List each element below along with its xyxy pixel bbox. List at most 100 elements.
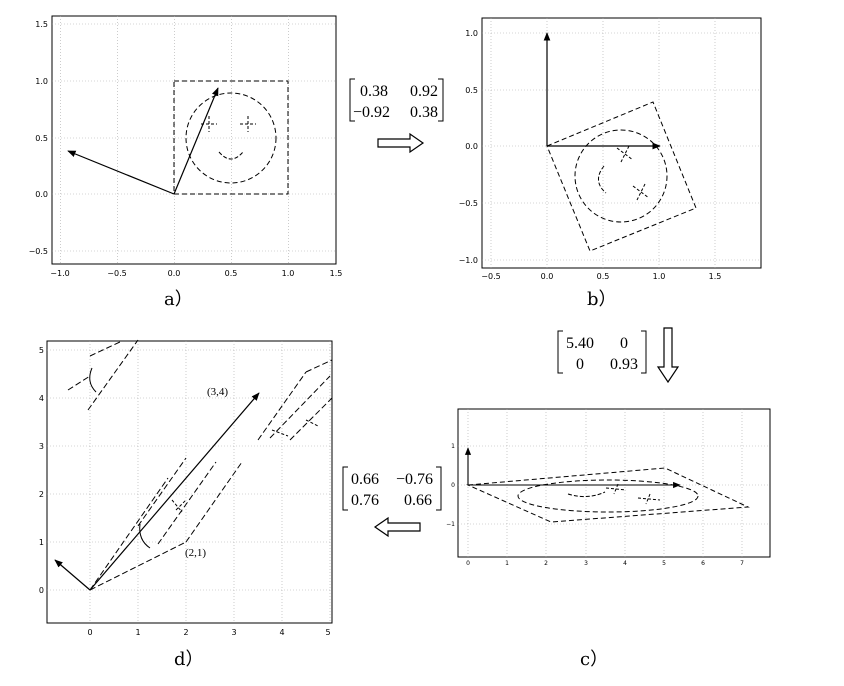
rotation2-matrix-r1c1: 0.66 — [351, 471, 379, 488]
panel-d-smile — [139, 523, 151, 549]
panel-b-ytick-3: 0.5 — [465, 86, 478, 95]
panel-c-xtick-6: 6 — [701, 560, 705, 567]
panel-d-ytick-1: 1 — [39, 538, 44, 547]
panel-b: −0.5 0.0 0.5 1.0 1.5 −1.0 −0.5 0.0 0.5 1… — [459, 17, 762, 310]
panel-c: 0 1 2 3 4 5 6 7 −1 0 1 c） — [446, 408, 771, 670]
panel-d-xtick-1: 1 — [135, 628, 140, 637]
panel-c-xtick-2: 2 — [544, 560, 548, 567]
rotation-matrix-left-bracket — [349, 78, 355, 122]
scaling-matrix-r2c2: 0.93 — [610, 356, 638, 373]
panel-b-xtick-3: 1.0 — [653, 272, 666, 281]
panel-d-xtick-3: 3 — [231, 628, 236, 637]
rotation2-matrix: 0.66 −0.76 0.76 0.66 — [342, 466, 442, 511]
panel-d-xtick-5: 5 — [325, 628, 330, 637]
panel-a-xtick-4: 1.0 — [282, 269, 295, 278]
rotation-matrix-right-bracket — [438, 78, 444, 122]
panel-c-label: c） — [580, 649, 608, 670]
panel-d-shapes — [54, 339, 333, 591]
left-arrow-icon — [373, 516, 421, 538]
panel-b-ytick-0: −1.0 — [459, 256, 478, 265]
panel-d-frame — [46, 340, 333, 624]
rotation-matrix: 0.38 0.92 −0.92 0.38 — [349, 78, 444, 122]
panel-a-ytick-3: 1.0 — [35, 77, 48, 86]
panel-a-ytick-0: −0.5 — [29, 247, 48, 256]
panel-d-xtick-4: 4 — [279, 628, 284, 637]
panel-b-xtick-0: −0.5 — [481, 272, 500, 281]
panel-b-ytick-1: −0.5 — [459, 199, 478, 208]
panel-c-face-ellipse — [517, 479, 699, 513]
panel-b-face-circle — [574, 129, 668, 223]
panel-d-eyes — [171, 419, 319, 513]
panel-d-grid — [47, 341, 332, 623]
panel-d-ytick-4: 4 — [39, 394, 44, 403]
panel-d-label: d） — [174, 649, 204, 670]
rotation-matrix-r2c1: −0.92 — [353, 104, 390, 121]
scaling-matrix-right-bracket — [641, 330, 647, 374]
panel-d-xtick-0: 0 — [87, 628, 92, 637]
panel-c-xtick-4: 4 — [623, 560, 627, 567]
panel-a-xtick-1: −0.5 — [107, 269, 126, 278]
panel-c-xtick-0: 0 — [466, 560, 470, 567]
panel-c-ytick-2: 1 — [451, 443, 455, 450]
panel-a-shapes — [67, 80, 289, 195]
panel-a-right-eye — [240, 116, 256, 132]
panel-c-xtick-3: 3 — [584, 560, 588, 567]
panel-b-rotated-square — [546, 101, 697, 252]
panel-a-smile — [218, 151, 244, 160]
panel-d: 0 1 2 3 4 5 0 1 2 3 4 5 — [39, 339, 333, 670]
panel-b-shapes — [543, 32, 697, 252]
panel-b-smile — [598, 165, 607, 194]
panel-a-ytick-4: 1.5 — [35, 20, 48, 29]
rotation2-matrix-left-bracket — [342, 466, 348, 511]
panel-d-ytick-0: 0 — [39, 586, 44, 595]
panel-c-shapes — [464, 447, 750, 523]
panel-d-sheared-square — [87, 339, 333, 591]
panel-a-vector-left — [67, 150, 175, 195]
panel-a-label: a） — [164, 289, 193, 310]
panel-d-face-ellipse — [67, 375, 333, 545]
panel-c-smile — [567, 491, 606, 498]
scaling-matrix-left-bracket — [557, 330, 563, 374]
panel-c-xtick-5: 5 — [662, 560, 666, 567]
panel-d-annotation-34: (3,4) — [207, 386, 228, 398]
rotation2-matrix-r2c1: 0.76 — [351, 492, 379, 509]
panel-b-xtick-4: 1.5 — [709, 272, 722, 281]
scaling-matrix-r1c1: 5.40 — [566, 335, 594, 352]
panel-d-xtick-2: 2 — [183, 628, 188, 637]
down-arrow-icon — [656, 327, 680, 384]
panel-c-ytick-1: 0 — [451, 482, 455, 489]
rotation-matrix-r1c2: 0.92 — [410, 83, 438, 100]
panel-a: −1.0 −0.5 0.0 0.5 1.0 1.5 −0.5 0.0 0.5 1… — [29, 15, 342, 310]
scaling-matrix: 5.40 0 0 0.93 — [557, 330, 647, 374]
panel-c-sheared-square — [466, 467, 750, 523]
panel-b-ytick-4: 1.0 — [465, 29, 478, 38]
panel-a-dashed-square — [173, 80, 289, 195]
panel-c-xtick-1: 1 — [505, 560, 509, 567]
panel-b-label: b） — [587, 289, 617, 310]
right-arrow-icon — [377, 132, 425, 154]
rotation2-matrix-r1c2: −0.76 — [396, 471, 433, 488]
panel-b-xtick-1: 0.0 — [541, 272, 554, 281]
panel-c-eye-2 — [637, 493, 661, 505]
panel-d-ytick-3: 3 — [39, 442, 44, 451]
panel-a-xtick-0: −1.0 — [50, 269, 69, 278]
panel-b-xtick-2: 0.5 — [597, 272, 610, 281]
scaling-matrix-r1c2: 0 — [620, 335, 628, 352]
panel-b-frame — [481, 17, 762, 269]
panel-a-ytick-1: 0.0 — [35, 190, 48, 199]
panel-d-smile-wrap — [89, 367, 97, 393]
rotation-matrix-r1c1: 0.38 — [360, 83, 388, 100]
panel-c-eye-1 — [605, 483, 627, 495]
panel-a-xtick-3: 0.5 — [225, 269, 238, 278]
panel-d-vector-34 — [89, 392, 260, 591]
rotation2-matrix-r2c2: 0.66 — [404, 492, 432, 509]
panel-c-frame — [457, 408, 771, 558]
panel-b-eye-2 — [632, 183, 650, 201]
panel-a-face-circle — [185, 92, 277, 184]
scaling-matrix-r2c1: 0 — [576, 356, 584, 373]
panel-d-vector-left — [54, 559, 91, 591]
panel-c-ytick-0: −1 — [446, 521, 455, 528]
panel-d-ytick-5: 5 — [39, 346, 44, 355]
panel-b-eye-1 — [616, 145, 634, 163]
